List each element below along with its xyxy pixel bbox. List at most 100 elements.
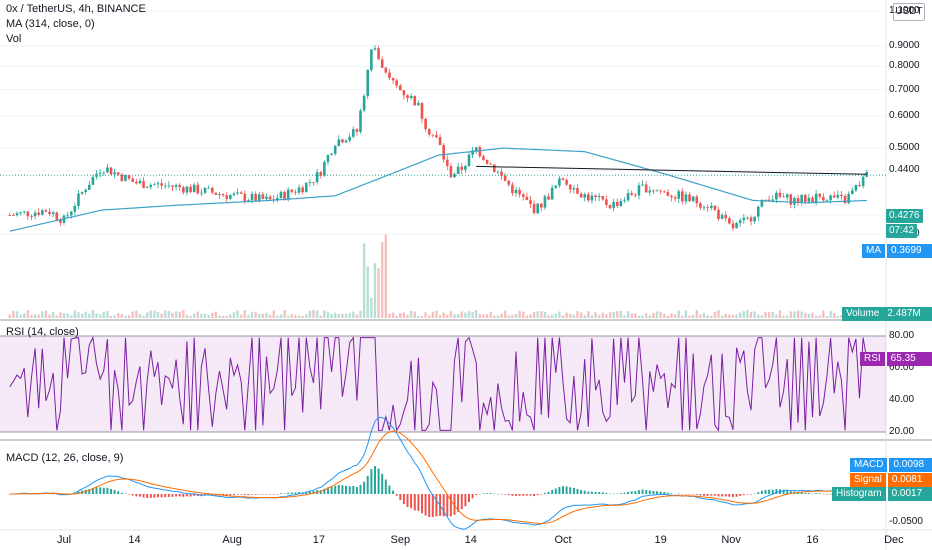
volume-bar (735, 314, 738, 318)
histogram-bar (384, 479, 387, 494)
candle-body (583, 194, 587, 198)
candle-body (699, 203, 702, 208)
volume-bar (767, 311, 771, 318)
histogram-bar (102, 487, 105, 494)
signal-line[interactable] (9, 430, 867, 525)
histogram-bar (674, 493, 677, 495)
candle-body (98, 172, 102, 174)
time-tick-label: Nov (721, 534, 741, 546)
volume-bar (764, 311, 767, 318)
volume-bar (406, 314, 409, 318)
volume-bar (420, 315, 424, 318)
histogram-bar (251, 494, 253, 495)
volume-bar (160, 313, 163, 318)
candle-body (728, 218, 731, 224)
candle-body (333, 145, 337, 154)
candle-body (789, 194, 793, 205)
volume-bar (258, 313, 261, 318)
volume-bar (95, 313, 98, 318)
volume-bar (370, 297, 373, 318)
histogram-bar (522, 494, 525, 496)
candle-body (66, 215, 69, 217)
candle-body (167, 185, 171, 187)
price-tick-label: 0.7000 (889, 83, 920, 95)
histogram-bar (486, 493, 489, 494)
candle-body (257, 194, 261, 201)
candle-body (33, 212, 37, 217)
histogram-bar (48, 493, 51, 495)
candle-body (681, 191, 684, 202)
candlestick-series[interactable] (8, 45, 869, 231)
volume-bar (536, 311, 539, 318)
histogram-bar (818, 493, 821, 494)
candle-body (174, 185, 178, 187)
histogram-bar (815, 493, 818, 494)
volume-bar (341, 314, 344, 318)
candle-body (731, 223, 735, 229)
histogram-bar (616, 493, 619, 495)
candle-body (652, 190, 655, 192)
histogram-bar (402, 494, 405, 505)
macd-legend[interactable]: MACD (12, 26, close, 9) (6, 452, 124, 464)
histogram-bar (666, 492, 669, 494)
candle-body (478, 147, 482, 157)
candle-body (814, 193, 818, 203)
macd-tag: MACD 0.0098 (850, 458, 932, 472)
candle-body (297, 187, 301, 193)
histogram-bar (775, 489, 778, 494)
price-tick-label: 60.00 (889, 362, 915, 373)
symbol-title[interactable]: 0x / TetherUS, 4h, BINANCE (6, 3, 146, 15)
vol-legend[interactable]: Vol (6, 33, 22, 45)
histogram-bar (717, 494, 720, 497)
candle-body (380, 59, 384, 68)
volume-bar (171, 312, 174, 318)
volume-bar (431, 311, 435, 318)
candle-body (601, 195, 605, 200)
candle-body (822, 196, 825, 201)
candle-body (782, 196, 785, 198)
histogram-bar (446, 494, 449, 517)
volume-bar (648, 315, 651, 318)
histogram-bar (663, 492, 666, 494)
volume-bar (185, 314, 189, 318)
histogram-bar (359, 484, 362, 494)
candle-body (37, 212, 40, 215)
volume-bar (70, 315, 73, 318)
candle-body (634, 194, 637, 196)
candle-body (619, 200, 623, 206)
candle-body (532, 203, 536, 214)
histogram-bar (605, 493, 608, 494)
rsi-line[interactable] (9, 335, 868, 432)
volume-bar (608, 312, 612, 318)
volume-bar (453, 314, 456, 318)
volume-bar (442, 312, 445, 318)
ma-legend[interactable]: MA (314, close, 0) (6, 18, 95, 30)
candle-body (243, 193, 247, 202)
candle-body (276, 197, 279, 201)
candle-body (709, 205, 713, 208)
currency-button[interactable]: USDT (893, 3, 925, 21)
histogram-bar (124, 493, 127, 495)
macd-tag-value: 0.0098 (889, 458, 932, 472)
moving-average-line[interactable] (9, 147, 867, 232)
candle-body (449, 166, 453, 178)
histogram-bar (735, 494, 738, 497)
volume-bar (547, 315, 550, 318)
volume-bar (149, 310, 152, 318)
resistance-trendline[interactable] (476, 165, 867, 175)
main-legend: 0x / TetherUS, 4h, BINANCE MA (314, clos… (6, 2, 146, 47)
histogram-bar (601, 492, 604, 494)
histogram-bar (348, 486, 351, 494)
volume-bar (540, 311, 543, 318)
macd-line[interactable] (9, 417, 868, 530)
volume-bar (106, 311, 109, 318)
volume-bar (438, 315, 442, 318)
candle-body (41, 210, 44, 215)
time-tick-label: Jul (56, 534, 72, 546)
rsi-legend[interactable]: RSI (14, close) (6, 326, 79, 338)
histogram-bar (569, 487, 572, 494)
volume-bar (221, 315, 225, 318)
histogram-bar (804, 492, 807, 494)
volume-bar (326, 311, 330, 318)
